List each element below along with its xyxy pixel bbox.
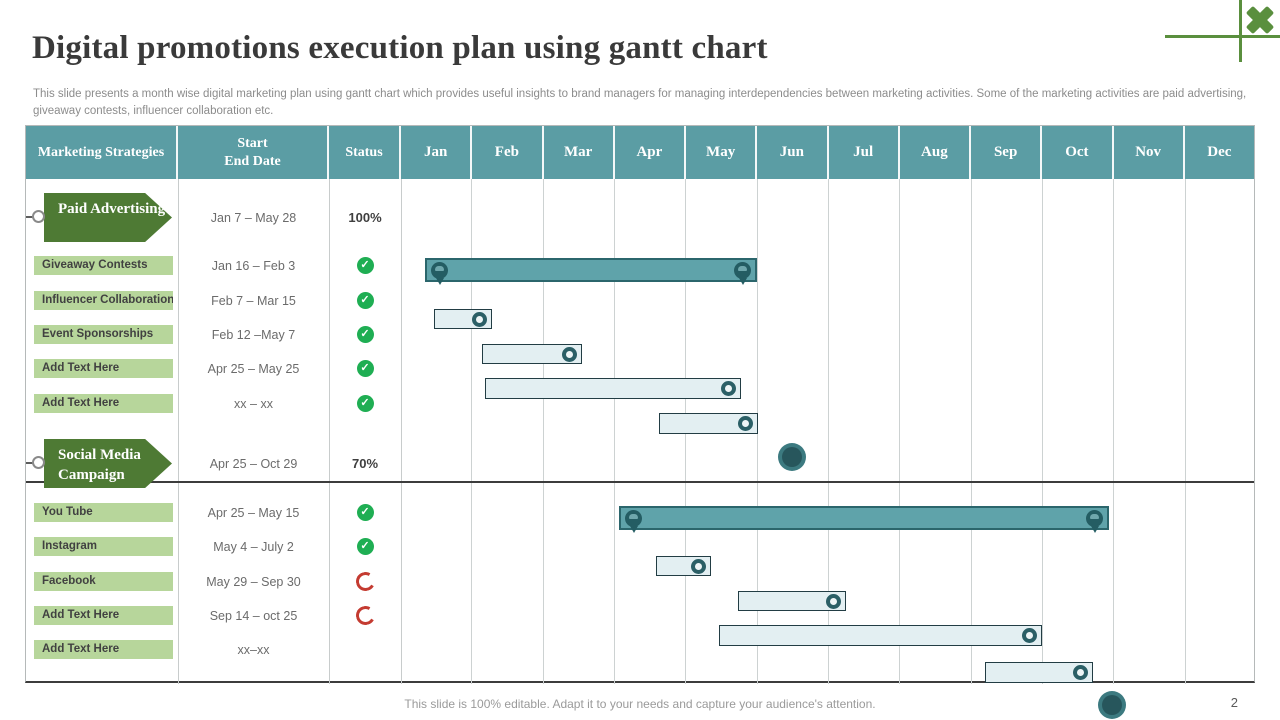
task-label: Influencer Collaboration bbox=[34, 291, 173, 310]
header-month-apr: Apr bbox=[615, 126, 686, 179]
task-dates: xx–xx bbox=[237, 642, 270, 657]
header-start-end-date-text: Start End Date bbox=[224, 136, 281, 169]
task-bar bbox=[658, 413, 758, 434]
ring-marker-icon bbox=[561, 346, 577, 362]
status-icon bbox=[356, 538, 374, 555]
task-bar bbox=[656, 556, 711, 576]
column-divider bbox=[401, 179, 402, 684]
task-bar bbox=[485, 378, 741, 399]
month-column bbox=[401, 179, 473, 684]
table-header-row: Marketing Strategies Start End Date Statu… bbox=[26, 126, 1254, 179]
ring-marker-icon bbox=[690, 558, 706, 574]
milestone-marker bbox=[1098, 691, 1127, 719]
task-label: Add Text Here bbox=[34, 394, 173, 413]
month-column bbox=[972, 179, 1043, 684]
group-dates: Jan 7 – May 28 bbox=[210, 210, 297, 225]
task-label: Add Text Here bbox=[34, 640, 173, 659]
task-label: You Tube bbox=[34, 503, 173, 522]
header-marketing-strategies: Marketing Strategies bbox=[26, 126, 178, 179]
task-dates: Feb 12 –May 7 bbox=[211, 327, 296, 342]
footer-note: This slide is 100% editable. Adapt it to… bbox=[404, 697, 876, 711]
page-number: 2 bbox=[1230, 695, 1238, 710]
decor-horizontal-line bbox=[1165, 35, 1280, 38]
status-icon bbox=[356, 257, 374, 274]
task-label: Facebook bbox=[34, 572, 173, 591]
status-icon bbox=[356, 360, 374, 377]
pin-marker-icon bbox=[431, 262, 449, 285]
task-bar bbox=[718, 625, 1043, 646]
connector-dot bbox=[32, 456, 45, 469]
status-icon bbox=[356, 504, 374, 521]
pin-marker-icon bbox=[734, 262, 752, 285]
group-label-paid-advertising: Paid Advertising bbox=[44, 193, 172, 242]
month-column bbox=[1043, 179, 1115, 684]
header-month-feb: Feb bbox=[472, 126, 544, 179]
task-bar bbox=[482, 344, 582, 364]
header-month-aug: Aug bbox=[900, 126, 971, 179]
task-dates: Sep 14 – oct 25 bbox=[209, 608, 298, 623]
status-icon bbox=[356, 395, 374, 412]
month-column bbox=[1114, 179, 1186, 684]
gantt-chart-area bbox=[26, 179, 1254, 719]
column-divider bbox=[329, 179, 330, 684]
ring-marker-icon bbox=[472, 311, 488, 327]
month-column bbox=[472, 179, 544, 684]
milestone-marker bbox=[778, 443, 807, 471]
header-month-mar: Mar bbox=[544, 126, 615, 179]
task-dates: Jan 16 – Feb 3 bbox=[211, 258, 296, 273]
header-start-end-date: Start End Date bbox=[178, 126, 329, 179]
gantt-table: Marketing Strategies Start End Date Statu… bbox=[25, 125, 1255, 719]
task-bar bbox=[985, 662, 1093, 683]
column-divider bbox=[178, 179, 179, 684]
task-label: Giveaway Contests bbox=[34, 256, 173, 275]
task-dates: Apr 25 – May 25 bbox=[207, 361, 300, 376]
task-bar bbox=[738, 591, 847, 611]
task-label: Event Sponsorships bbox=[34, 325, 173, 344]
ring-marker-icon bbox=[720, 381, 736, 396]
task-dates: May 29 – Sep 30 bbox=[206, 574, 301, 589]
header-status: Status bbox=[329, 126, 401, 179]
header-month-oct: Oct bbox=[1042, 126, 1114, 179]
slide-subtitle: This slide presents a month wise digital… bbox=[33, 88, 1247, 117]
task-label: Add Text Here bbox=[34, 606, 173, 625]
group-progress: 100% bbox=[348, 210, 382, 225]
ring-marker-icon bbox=[826, 593, 842, 609]
month-column bbox=[829, 179, 901, 684]
header-month-jul: Jul bbox=[829, 126, 900, 179]
task-dates: May 4 – July 2 bbox=[213, 539, 294, 554]
decor-vertical-line bbox=[1239, 0, 1242, 62]
pin-marker-icon bbox=[625, 510, 643, 533]
month-column bbox=[758, 179, 829, 684]
ring-marker-icon bbox=[1072, 665, 1088, 680]
task-dates: Feb 7 – Mar 15 bbox=[211, 293, 296, 308]
header-month-dec: Dec bbox=[1207, 144, 1232, 161]
header-month-nov: Nov bbox=[1114, 126, 1185, 179]
task-dates: xx – xx bbox=[234, 396, 273, 411]
task-label: Instagram bbox=[34, 537, 173, 556]
ring-marker-icon bbox=[1022, 628, 1038, 643]
x-mark-icon bbox=[1243, 3, 1277, 37]
header-month-jun: Jun bbox=[757, 126, 829, 179]
month-column bbox=[544, 179, 615, 684]
group-progress: 70% bbox=[351, 456, 379, 471]
task-bar bbox=[433, 309, 493, 329]
ring-marker-icon bbox=[737, 416, 753, 431]
header-month-jan: Jan bbox=[401, 126, 473, 179]
month-column bbox=[900, 179, 972, 684]
group-label-social-media-campaign: Social Media Campaign bbox=[44, 439, 172, 488]
status-icon bbox=[356, 292, 374, 309]
status-icon bbox=[356, 326, 374, 343]
summary-bar bbox=[425, 258, 758, 285]
task-label: Add Text Here bbox=[34, 359, 173, 378]
page-title: Digital promotions execution plan using … bbox=[32, 30, 768, 66]
header-month-may: May bbox=[686, 126, 758, 179]
group-separator-line bbox=[26, 481, 1254, 483]
task-dates: Apr 25 – May 15 bbox=[207, 505, 300, 520]
summary-bar bbox=[619, 506, 1110, 533]
pin-marker-icon bbox=[1086, 510, 1104, 533]
header-month-sep: Sep bbox=[971, 126, 1043, 179]
group-dates: Apr 25 – Oct 29 bbox=[209, 456, 298, 471]
connector-dot bbox=[32, 210, 45, 223]
table-body: Paid Advertising Giveaway Contests Influ… bbox=[26, 179, 1254, 719]
